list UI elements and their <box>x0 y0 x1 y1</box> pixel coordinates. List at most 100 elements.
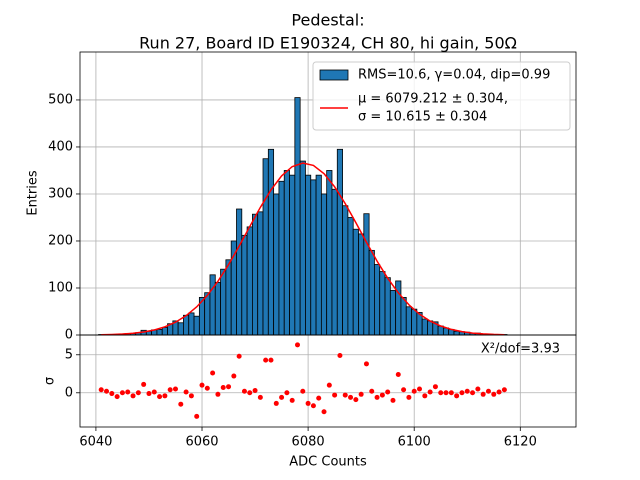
residual-point <box>348 394 354 400</box>
residual-point <box>454 393 460 399</box>
chart-title: Pedestal: <box>291 11 364 30</box>
residual-point <box>422 393 428 399</box>
residual-point <box>241 388 247 394</box>
bar <box>358 233 365 336</box>
legend-label: RMS=10.6, γ=0.04, dip=0.99 <box>358 68 550 83</box>
residual-point <box>491 391 497 397</box>
y-axis-label: Entries <box>26 170 41 216</box>
bar <box>214 281 221 336</box>
residual-point <box>194 413 200 419</box>
residual-point <box>257 394 263 400</box>
residual-point <box>321 409 327 415</box>
residual-point <box>119 390 125 396</box>
y-tick-label: 0 <box>65 385 73 400</box>
residual-point <box>496 389 502 395</box>
y-axis-label: σ <box>43 377 58 385</box>
bar <box>347 217 354 336</box>
fit-line <box>101 162 505 336</box>
bar <box>278 180 285 336</box>
bar <box>220 268 227 336</box>
residual-point <box>104 388 110 394</box>
bar <box>225 259 232 336</box>
y-tick-label: 200 <box>48 233 73 248</box>
bar <box>299 160 306 336</box>
y-tick-label: 300 <box>48 186 73 201</box>
bar <box>315 174 322 336</box>
bar <box>427 320 434 336</box>
residual-point <box>162 393 168 399</box>
residual-point <box>125 389 131 395</box>
bar <box>236 208 243 336</box>
legend-label: μ = 6079.212 ± 0.304, <box>358 92 508 107</box>
residual-point <box>395 372 401 378</box>
residual-point <box>172 386 178 392</box>
residual-point <box>151 389 157 395</box>
bar <box>363 213 370 336</box>
residual-point <box>390 397 396 403</box>
residual-point <box>157 394 163 400</box>
residual-point <box>459 390 465 396</box>
bar <box>374 264 381 336</box>
residual-point <box>332 392 338 398</box>
residual-point <box>326 382 332 388</box>
residual-point <box>406 394 412 400</box>
residual-point <box>167 387 173 393</box>
y-tick-label: 400 <box>48 139 73 154</box>
residual-point <box>183 389 189 395</box>
bar <box>368 249 375 336</box>
residual-point <box>279 394 285 400</box>
residual-point <box>263 357 269 363</box>
residual-point <box>411 388 417 394</box>
residual-point <box>427 389 433 395</box>
bar <box>294 97 301 336</box>
bar <box>177 322 184 336</box>
residual-point <box>204 385 210 391</box>
residual-point <box>342 392 348 398</box>
residual-point <box>294 342 300 348</box>
bar <box>283 170 290 336</box>
residual-point <box>273 400 279 406</box>
bar <box>310 179 317 336</box>
residual-point <box>135 390 141 396</box>
legend-patch <box>319 69 349 81</box>
y-tick-label: 100 <box>48 280 73 295</box>
bar <box>305 174 312 336</box>
bar <box>246 226 253 336</box>
bar <box>352 228 359 336</box>
x-tick-label: 6100 <box>398 435 431 450</box>
residual-point <box>443 390 449 396</box>
bar <box>267 148 275 336</box>
residual-point <box>448 390 454 396</box>
bar <box>156 328 163 336</box>
x-tick-label: 6060 <box>185 435 218 450</box>
x-tick-label: 6120 <box>504 435 537 450</box>
chart-subtitle: Run 27, Board ID E190324, CH 80, hi gain… <box>139 34 517 53</box>
bar <box>262 158 269 336</box>
residual-point <box>438 390 444 396</box>
residual-point <box>353 397 359 403</box>
bar <box>193 315 200 336</box>
residual-point <box>226 384 232 390</box>
bar <box>241 234 248 336</box>
bar <box>384 277 391 336</box>
legend-box <box>312 61 571 131</box>
bar <box>379 271 386 336</box>
axes-frame <box>79 334 577 428</box>
residual-point <box>379 392 385 398</box>
bar <box>209 274 216 336</box>
residual-point <box>358 391 364 397</box>
residual-point <box>231 373 237 379</box>
residual-point <box>178 401 184 407</box>
residual-point <box>417 386 423 392</box>
bar <box>252 213 259 336</box>
residual-point <box>475 386 481 392</box>
y-tick-label: 0 <box>65 328 73 343</box>
bar <box>161 327 168 336</box>
residual-point <box>316 395 322 401</box>
bar <box>437 325 444 336</box>
residual-point <box>464 388 470 394</box>
x-axis-label: ADC Counts <box>289 455 367 470</box>
legend-label: σ = 10.615 ± 0.304 <box>358 110 487 125</box>
bar <box>320 193 328 336</box>
